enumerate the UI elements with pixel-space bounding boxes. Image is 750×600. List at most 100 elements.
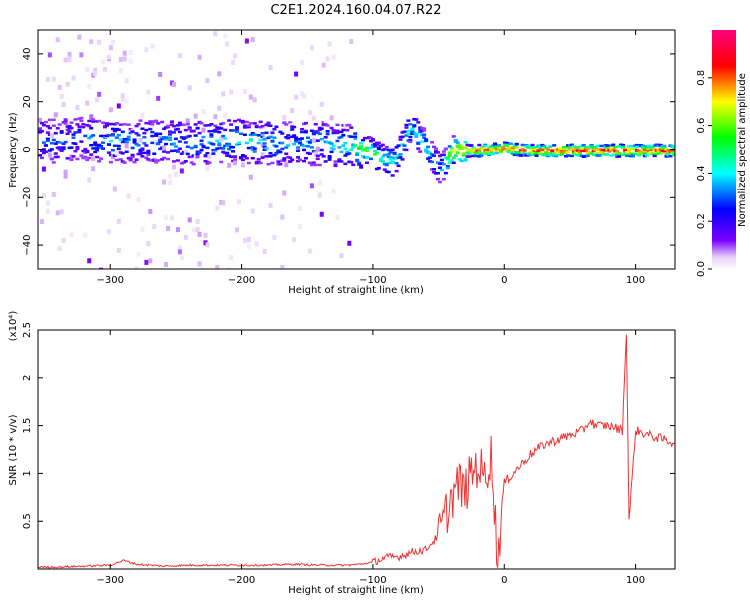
spectrogram-cell bbox=[173, 137, 178, 141]
spectrogram-cell bbox=[158, 147, 163, 151]
spectrogram-cell bbox=[319, 137, 324, 141]
spectrogram-cell bbox=[298, 223, 303, 229]
spectrogram-cell bbox=[85, 158, 90, 162]
spectrogram-cell bbox=[617, 152, 622, 155]
spectrogram-cell bbox=[124, 150, 129, 154]
spectrogram-cell bbox=[122, 50, 127, 56]
spectrogram-cell bbox=[49, 157, 54, 161]
spectrogram-cell bbox=[136, 144, 141, 147]
spectrogram-cell bbox=[162, 144, 167, 150]
spectrogram-cell bbox=[231, 60, 236, 66]
spectrogram-cell bbox=[408, 140, 413, 144]
spectrogram-cell bbox=[207, 153, 212, 159]
spectrogram-cell bbox=[534, 154, 539, 157]
spectrogram-cell bbox=[439, 168, 444, 172]
spectrogram-cell bbox=[173, 145, 178, 148]
spectrogram-cell bbox=[97, 91, 102, 97]
spectrogram-cell bbox=[288, 139, 293, 145]
spectrogram-cell bbox=[142, 131, 147, 135]
spectrogram-cell bbox=[59, 94, 64, 100]
spectrogram-cell bbox=[337, 146, 342, 149]
spectrogram-cell bbox=[565, 151, 570, 154]
spectrogram-cell bbox=[353, 137, 358, 140]
spectrogram-cell bbox=[207, 129, 212, 133]
spectrogram-cell bbox=[73, 142, 78, 146]
snr-y-tick-label: 1 bbox=[22, 470, 33, 476]
spectrogram-cell bbox=[118, 57, 123, 63]
spectrogram-cell bbox=[303, 129, 308, 133]
snr-y-scale-label: (x10⁴) bbox=[8, 311, 19, 342]
spectrogram-cell bbox=[451, 156, 456, 160]
spectrogram-cell bbox=[177, 130, 182, 134]
spectrogram-cell bbox=[144, 144, 149, 147]
spectrogram-cell bbox=[193, 134, 198, 137]
spectrogram-cell bbox=[236, 141, 241, 145]
spectrogram-cell bbox=[91, 134, 96, 137]
spectrogram-cell bbox=[169, 215, 174, 221]
spectrogram-cell bbox=[394, 169, 399, 173]
spectrogram-cell bbox=[538, 145, 543, 148]
spectrogram-cell bbox=[309, 129, 314, 133]
spectrogram-y-tick-label: 20 bbox=[22, 95, 33, 108]
spectrogram-cell bbox=[252, 97, 257, 103]
spectrogram-cell bbox=[47, 126, 52, 130]
spectrogram-cell bbox=[349, 126, 354, 129]
spectrogram-cell bbox=[585, 154, 590, 158]
spectrogram-cell bbox=[203, 232, 208, 238]
spectrogram-cell bbox=[142, 135, 147, 139]
spectrogram-cell bbox=[221, 121, 226, 125]
spectrogram-cell bbox=[528, 150, 533, 153]
spectrogram-cell bbox=[130, 146, 135, 150]
spectrogram-cell bbox=[430, 141, 435, 144]
spectrogram-cell bbox=[307, 248, 312, 254]
spectrogram-cell bbox=[331, 144, 336, 148]
spectrogram-y-ticks: −40 −20 0 20 40 bbox=[22, 48, 675, 256]
spectrogram-cell bbox=[355, 153, 360, 156]
spectrogram-cell bbox=[89, 153, 94, 156]
spectrogram-cell bbox=[562, 147, 567, 151]
spectrogram-cell bbox=[55, 155, 60, 159]
spectrogram-cell bbox=[171, 160, 176, 163]
spectrogram-cell bbox=[278, 130, 283, 134]
spectrogram-cell bbox=[93, 67, 98, 73]
spectrogram-cell bbox=[256, 134, 261, 137]
spectrogram-cell bbox=[394, 161, 399, 165]
spectrogram-cell bbox=[327, 155, 332, 158]
spectrogram-cell bbox=[428, 151, 433, 155]
spectrogram-cell bbox=[337, 158, 342, 161]
spectrogram-cell bbox=[114, 122, 119, 125]
spectrogram-cell bbox=[307, 141, 312, 144]
spectrogram-cell bbox=[140, 127, 145, 130]
spectrogram-cell bbox=[235, 126, 240, 129]
spectrogram-cell bbox=[233, 53, 238, 59]
spectrogram-cell bbox=[138, 150, 143, 154]
spectrogram-cell bbox=[376, 166, 381, 170]
spectrogram-cell bbox=[65, 128, 70, 132]
spectrogram-cell bbox=[435, 151, 440, 154]
spectrogram-cell bbox=[57, 245, 62, 251]
spectrogram-cell bbox=[233, 160, 238, 166]
spectrogram-cell bbox=[197, 151, 202, 154]
spectrogram-cell bbox=[345, 150, 350, 154]
spectrogram-cell bbox=[396, 164, 401, 168]
spectrogram-cell bbox=[359, 142, 364, 145]
spectrogram-cell bbox=[81, 123, 86, 126]
spectrogram-cell bbox=[613, 145, 618, 149]
spectrogram-cell bbox=[166, 124, 171, 128]
spectrogram-cell bbox=[187, 127, 192, 131]
spectrogram-cell bbox=[311, 137, 316, 143]
spectrogram-cell bbox=[315, 139, 320, 142]
spectrogram-cell bbox=[264, 155, 269, 158]
spectrogram-cell bbox=[382, 148, 387, 151]
spectrogram-cell bbox=[640, 145, 645, 149]
spectrogram-cell bbox=[270, 131, 275, 135]
spectrogram-cell bbox=[150, 134, 155, 138]
spectrogram-cell bbox=[432, 167, 437, 171]
spectrogram-cell bbox=[296, 146, 301, 149]
spectrogram-cell bbox=[317, 132, 322, 136]
spectrogram-cell bbox=[292, 237, 297, 243]
spectrogram-cell bbox=[51, 76, 56, 82]
spectrogram-cell bbox=[483, 144, 488, 148]
spectrogram-cell bbox=[116, 147, 121, 151]
spectrogram-cell bbox=[560, 149, 565, 152]
